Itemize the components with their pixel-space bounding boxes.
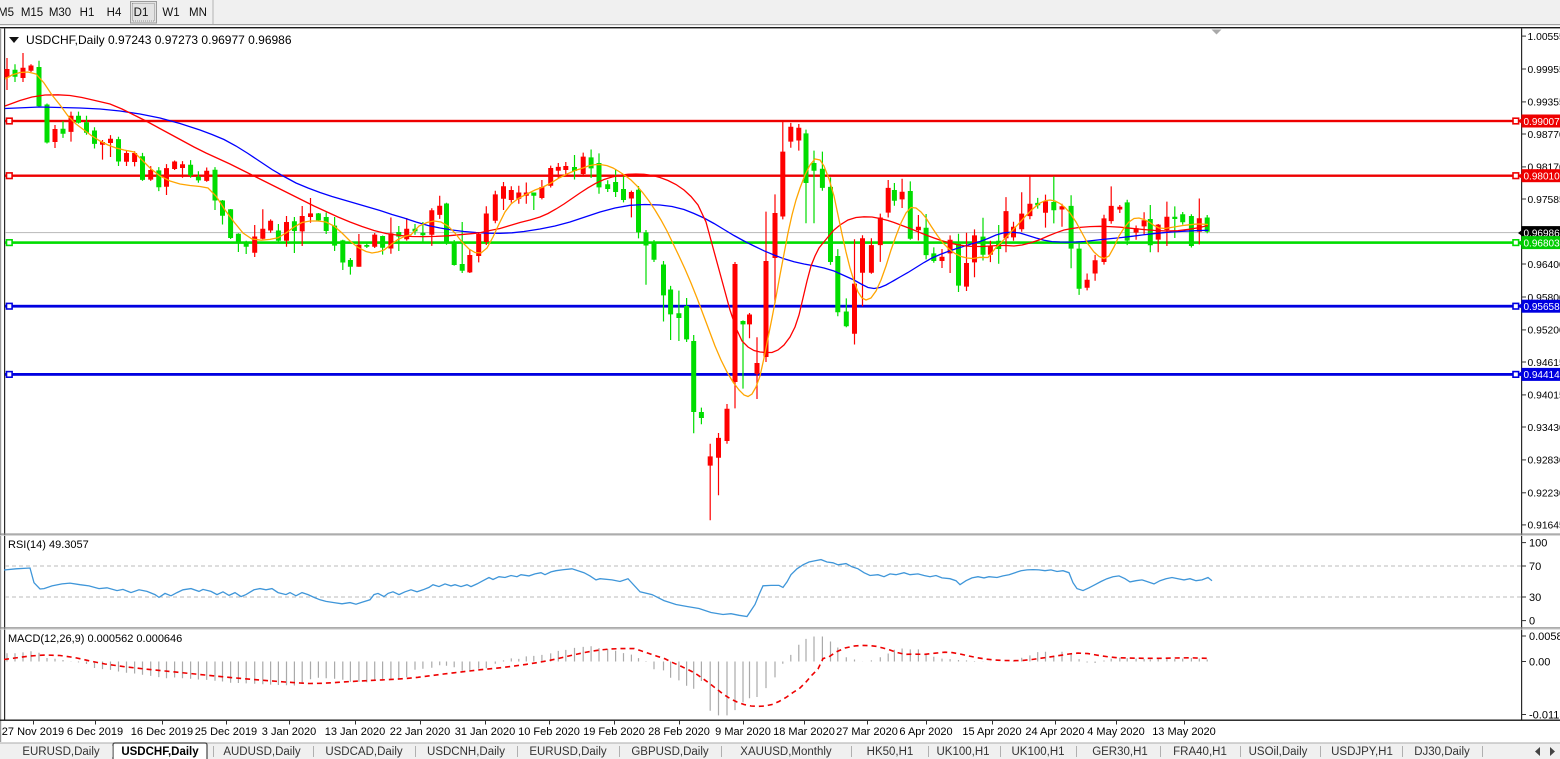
svg-text:H4: H4: [107, 7, 122, 19]
svg-text:1.00555: 1.00555: [1528, 32, 1560, 43]
svg-text:GBPUSD,Daily: GBPUSD,Daily: [631, 746, 709, 758]
svg-text:16 Dec 2019: 16 Dec 2019: [131, 726, 193, 738]
svg-text:USDCAD,Daily: USDCAD,Daily: [325, 746, 403, 758]
svg-text:H1: H1: [80, 7, 95, 19]
svg-text:D1: D1: [134, 7, 149, 19]
svg-text:RSI(14) 49.3057: RSI(14) 49.3057: [8, 539, 89, 551]
svg-text:25 Dec 2019: 25 Dec 2019: [195, 726, 257, 738]
svg-text:USDJPY,H1: USDJPY,H1: [1331, 746, 1393, 758]
svg-text:4 May 2020: 4 May 2020: [1087, 726, 1144, 738]
svg-text:6 Dec 2019: 6 Dec 2019: [67, 726, 123, 738]
svg-text:0.99355: 0.99355: [1528, 98, 1560, 109]
svg-text:M30: M30: [49, 7, 71, 19]
svg-text:0.005818: 0.005818: [1529, 631, 1560, 643]
svg-text:10 Feb 2020: 10 Feb 2020: [518, 726, 580, 738]
svg-text:0: 0: [1529, 616, 1535, 628]
svg-text:GER30,H1: GER30,H1: [1092, 746, 1148, 758]
svg-text:0.94615: 0.94615: [1528, 358, 1560, 369]
svg-text:9 Mar 2020: 9 Mar 2020: [715, 726, 771, 738]
svg-text:0.94015: 0.94015: [1528, 391, 1560, 402]
svg-text:USDCHF,Daily 0.97243 0.97273: USDCHF,Daily 0.97243 0.97273 0.96977 0.9…: [26, 33, 292, 47]
svg-text:30: 30: [1529, 592, 1541, 604]
svg-text:-0.011513: -0.011513: [1529, 710, 1560, 722]
svg-text:0.91645: 0.91645: [1528, 521, 1560, 532]
svg-text:FRA40,H1: FRA40,H1: [1173, 746, 1227, 758]
svg-text:28 Feb 2020: 28 Feb 2020: [648, 726, 710, 738]
svg-text:6 Apr 2020: 6 Apr 2020: [899, 726, 952, 738]
svg-text:24 Apr 2020: 24 Apr 2020: [1025, 726, 1084, 738]
svg-text:DJ30,Daily: DJ30,Daily: [1414, 746, 1470, 758]
svg-text:M15: M15: [21, 7, 43, 19]
svg-text:27 Mar 2020: 27 Mar 2020: [836, 726, 898, 738]
svg-text:0.98010: 0.98010: [1524, 172, 1560, 183]
svg-text:EURUSD,Daily: EURUSD,Daily: [22, 746, 100, 758]
svg-text:15 Apr 2020: 15 Apr 2020: [962, 726, 1021, 738]
svg-text:EURUSD,Daily: EURUSD,Daily: [529, 746, 607, 758]
svg-text:UK100,H1: UK100,H1: [1011, 746, 1064, 758]
svg-text:27 Nov 2019: 27 Nov 2019: [2, 726, 64, 738]
svg-text:13 Jan 2020: 13 Jan 2020: [325, 726, 386, 738]
svg-text:0.94414: 0.94414: [1524, 370, 1560, 381]
svg-text:0.96803: 0.96803: [1524, 238, 1560, 249]
svg-text:18 Mar 2020: 18 Mar 2020: [773, 726, 835, 738]
svg-text:USOil,Daily: USOil,Daily: [1249, 746, 1308, 758]
svg-text:0.96986: 0.96986: [1524, 228, 1560, 239]
svg-text:0.00: 0.00: [1529, 657, 1550, 669]
svg-text:100: 100: [1529, 538, 1547, 550]
svg-text:22 Jan 2020: 22 Jan 2020: [390, 726, 451, 738]
svg-text:19 Feb 2020: 19 Feb 2020: [583, 726, 645, 738]
svg-text:0.99955: 0.99955: [1528, 65, 1560, 76]
svg-text:M5: M5: [0, 7, 14, 19]
svg-text:W1: W1: [162, 7, 179, 19]
svg-text:MN: MN: [189, 7, 207, 19]
svg-text:3 Jan 2020: 3 Jan 2020: [262, 726, 316, 738]
svg-text:XAUUSD,Monthly: XAUUSD,Monthly: [740, 746, 832, 758]
svg-text:USDCNH,Daily: USDCNH,Daily: [427, 746, 505, 758]
svg-text:13 May 2020: 13 May 2020: [1152, 726, 1216, 738]
svg-text:UK100,H1: UK100,H1: [936, 746, 989, 758]
svg-text:HK50,H1: HK50,H1: [867, 746, 914, 758]
svg-text:31 Jan 2020: 31 Jan 2020: [455, 726, 516, 738]
svg-text:0.99007: 0.99007: [1524, 117, 1560, 128]
svg-text:USDCHF,Daily: USDCHF,Daily: [121, 746, 199, 758]
svg-text:70: 70: [1529, 561, 1541, 573]
svg-text:0.97585: 0.97585: [1528, 195, 1560, 206]
svg-text:MACD(12,26,9) 0.000562 0.00064: MACD(12,26,9) 0.000562 0.000646: [8, 633, 182, 645]
svg-text:0.95658: 0.95658: [1524, 302, 1560, 313]
svg-text:AUDUSD,Daily: AUDUSD,Daily: [223, 746, 301, 758]
